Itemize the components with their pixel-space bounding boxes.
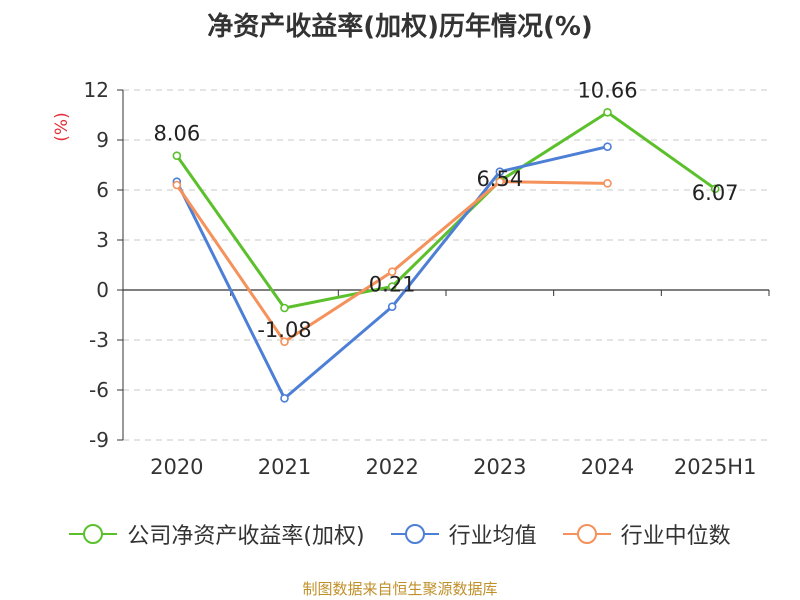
y-tick-label: 6	[96, 178, 109, 202]
y-axis-label: (%)	[52, 112, 72, 141]
data-label: 10.66	[577, 78, 637, 102]
x-tick-label: 2022	[365, 455, 418, 479]
data-label: 6.07	[692, 181, 739, 205]
y-tick-label: 12	[84, 78, 109, 102]
data-label: 6.54	[476, 167, 523, 191]
data-point	[172, 180, 182, 190]
x-tick-label: 2020	[150, 455, 203, 479]
legend-label: 行业均值	[448, 524, 537, 549]
legend-marker-icon	[562, 524, 611, 544]
series-line-0	[175, 110, 717, 310]
chart-title: 净资产收益率(加权)历年情况(%)	[207, 12, 593, 42]
x-tick-label: 2024	[581, 455, 634, 479]
legend-item: 公司净资产收益率(加权)	[69, 518, 365, 550]
x-tick-label: 2025H1	[674, 455, 757, 479]
y-tick-label: 9	[96, 128, 109, 152]
data-point	[280, 394, 289, 403]
source-note: 制图数据来自恒生聚源数据库	[302, 580, 498, 598]
data-point	[280, 303, 289, 313]
y-tick-label: 0	[96, 278, 109, 302]
data-point	[603, 179, 612, 188]
y-tick-label: -9	[89, 428, 109, 452]
axes: 12 9 6 3 0 -3 -6 -9 2020 2021 2022 2023 2024 2025H1	[84, 78, 770, 479]
data-labels: 8.06 -1.08 0.21 6.54 10.66 6.07	[153, 78, 738, 342]
data-point	[710, 184, 720, 194]
series-line-2	[175, 180, 608, 344]
data-point	[603, 108, 612, 117]
data-point	[495, 167, 505, 176]
series	[172, 108, 720, 403]
x-tick-label: 2021	[258, 455, 311, 479]
legend-marker-icon	[390, 524, 439, 544]
data-point	[495, 177, 505, 186]
data-point	[172, 151, 182, 160]
legend-item: 行业中位数	[562, 518, 731, 550]
data-label: 8.06	[153, 122, 200, 146]
legend-label: 公司净资产收益率(加权)	[127, 524, 365, 549]
data-point	[603, 142, 612, 151]
legend: 公司净资产收益率(加权) 行业均值 行业中位数	[0, 518, 800, 550]
legend-item: 行业均值	[390, 518, 537, 550]
y-tick-label: 3	[96, 228, 109, 252]
data-label: -1.08	[257, 318, 311, 342]
y-tick-label: -3	[89, 328, 109, 352]
y-tick-label: -6	[89, 378, 109, 402]
data-point	[280, 337, 289, 346]
legend-marker-icon	[69, 524, 118, 544]
data-point	[387, 302, 397, 311]
data-point	[387, 267, 397, 276]
x-tick-label: 2023	[473, 455, 526, 479]
legend-label: 行业中位数	[620, 524, 731, 549]
data-point	[387, 282, 397, 291]
data-label: 0.21	[369, 273, 416, 297]
